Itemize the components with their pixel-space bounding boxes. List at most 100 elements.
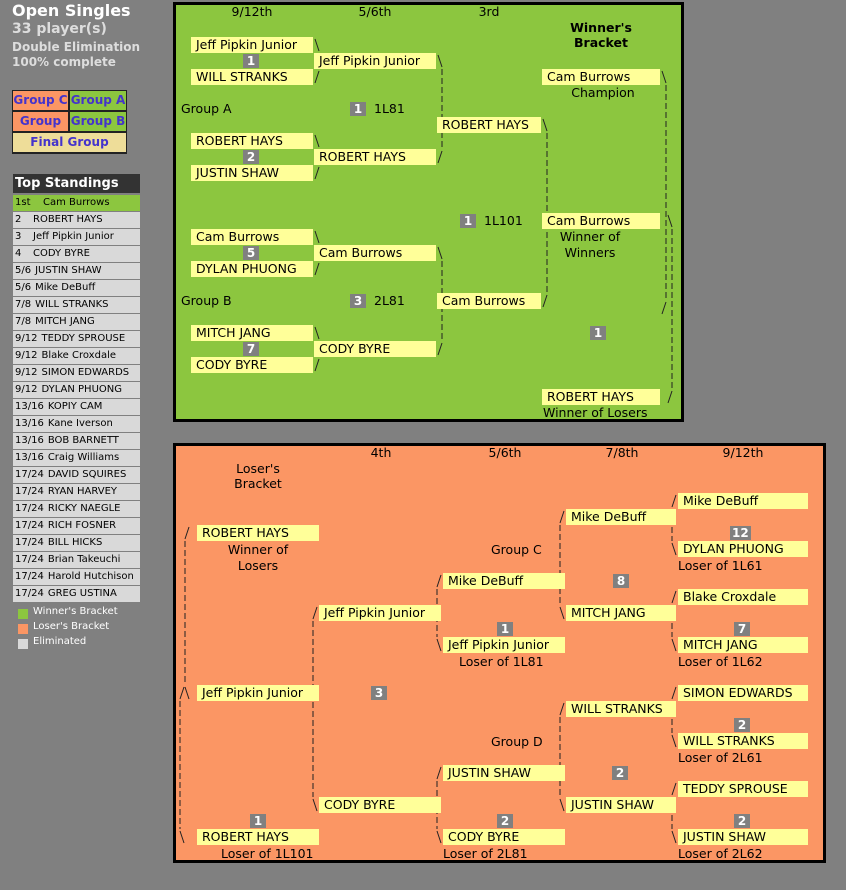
legend-label: Loser's Bracket (33, 621, 110, 632)
legend-label: Eliminated (33, 636, 87, 647)
connector (559, 702, 565, 716)
group-button[interactable]: Group B (70, 112, 126, 131)
player-slot: Jeff Pipkin Junior (443, 637, 565, 653)
place: 2 (15, 214, 22, 225)
place: 17/24 (15, 537, 44, 548)
player-name: Blake Croxdale (41, 350, 117, 361)
standing-row: 17/24 DAVID SQUIRES (13, 467, 140, 483)
legend-label: Winner's Bracket (33, 606, 118, 617)
connector (184, 526, 190, 540)
standing-row: 9/12 TEDDY SPROUSE (13, 331, 140, 347)
round-header: 3rd (478, 4, 500, 19)
match-badge: 1 (250, 814, 266, 828)
connector (559, 798, 565, 812)
bracket-note: Champion (571, 85, 635, 100)
player-slot: ROBERT HAYS (191, 133, 313, 149)
place: 4 (15, 248, 22, 259)
legend-swatch (18, 624, 28, 634)
group-button[interactable]: Group A (70, 91, 126, 110)
match-badge: 12 (730, 526, 751, 540)
connector (314, 134, 320, 148)
player-slot: Jeff Pipkin Junior (197, 685, 319, 701)
player-name: Harold Hutchison (47, 571, 134, 582)
place: 17/24 (15, 520, 44, 531)
connector (314, 358, 320, 372)
player-slot: Cam Burrows (437, 293, 541, 309)
player-name: KOPIY CAM (47, 401, 103, 412)
format: Double Elimination (12, 40, 141, 54)
player-name: Cam Burrows (43, 197, 110, 208)
bracket-note: Winners (564, 245, 616, 260)
player-slot: DYLAN PHUONG (191, 261, 313, 277)
standing-row: 7/8 WILL STRANKS (13, 297, 140, 313)
connector (436, 638, 442, 652)
player-name: TEDDY SPROUSE (41, 333, 126, 344)
connector (542, 294, 548, 308)
player-slot: ROBERT HAYS (437, 117, 541, 133)
player-slot: Cam Burrows (542, 69, 660, 85)
title: Open Singles (12, 1, 131, 20)
connector (437, 246, 443, 260)
connector (542, 118, 548, 132)
place: 13/16 (15, 418, 44, 429)
match-badge: 8 (613, 574, 629, 588)
player-slot: CODY BYRE (191, 357, 313, 373)
match-badge: 2 (243, 150, 259, 164)
bracket-note: 1L81 (374, 101, 405, 116)
player-name: Craig Williams (47, 452, 120, 463)
player-name: ROBERT HAYS (33, 214, 103, 225)
place: 17/24 (15, 486, 44, 497)
standing-row: 17/24 RICH FOSNER (13, 518, 140, 534)
player-name: WILL STRANKS (35, 299, 109, 310)
standing-row: 17/24 RICKY NAEGLE (13, 501, 140, 517)
standing-row: 17/24 Harold Hutchison (13, 569, 140, 585)
match-badge: 1 (460, 214, 476, 228)
connector (314, 326, 320, 340)
connector (671, 782, 677, 796)
legend-swatch (18, 609, 28, 619)
player-slot: MITCH JANG (191, 325, 313, 341)
bracket-title: Winner's Bracket (570, 20, 632, 50)
player-slot: MITCH JANG (678, 637, 808, 653)
connector (437, 150, 443, 164)
place: 17/24 (15, 554, 44, 565)
connector (314, 38, 320, 52)
progress: 100% complete (12, 55, 116, 69)
group-button[interactable]: Final Group (13, 133, 126, 152)
connector (671, 734, 677, 748)
group-button[interactable]: Group C (13, 91, 68, 110)
match-badge: 1 (243, 54, 259, 68)
player-slot: Jeff Pipkin Junior (314, 53, 436, 69)
place: 5/6 (15, 265, 32, 276)
place: 9/12 (15, 333, 38, 344)
standing-row: 17/24 RYAN HARVEY (13, 484, 140, 500)
standing-row: 17/24 GREG USTINA (13, 586, 140, 602)
group-button[interactable]: Group D (13, 112, 68, 147)
standing-row: 17/24 Brian Takeuchi (13, 552, 140, 568)
player-slot: ROBERT HAYS (314, 149, 436, 165)
bracket-note: Loser of 2L62 (678, 846, 763, 861)
place: 5/6 (15, 282, 32, 293)
bracket-note: Loser of 1L81 (459, 654, 544, 669)
place: 13/16 (15, 401, 44, 412)
connector (671, 590, 677, 604)
place: 9/12 (15, 367, 38, 378)
round-header: 9/12th (231, 4, 273, 19)
standing-row: 9/12 DYLAN PHUONG (13, 382, 140, 398)
connector (184, 686, 190, 700)
connector (559, 510, 565, 524)
connector (314, 70, 320, 84)
bracket-note: Group C (491, 542, 542, 557)
match-badge: 7 (734, 622, 750, 636)
connector (312, 798, 318, 812)
connector (314, 262, 320, 276)
player-name: CODY BYRE (33, 248, 90, 259)
player-slot: JUSTIN SHAW (566, 797, 676, 813)
standing-row: 5/6 Mike DeBuff (13, 280, 140, 296)
connector (671, 494, 677, 508)
connector (437, 342, 443, 356)
connector (671, 686, 677, 700)
player-slot: Mike DeBuff (443, 573, 565, 589)
bracket-note: Winner of (227, 542, 289, 557)
round-header: 9/12th (722, 445, 764, 460)
